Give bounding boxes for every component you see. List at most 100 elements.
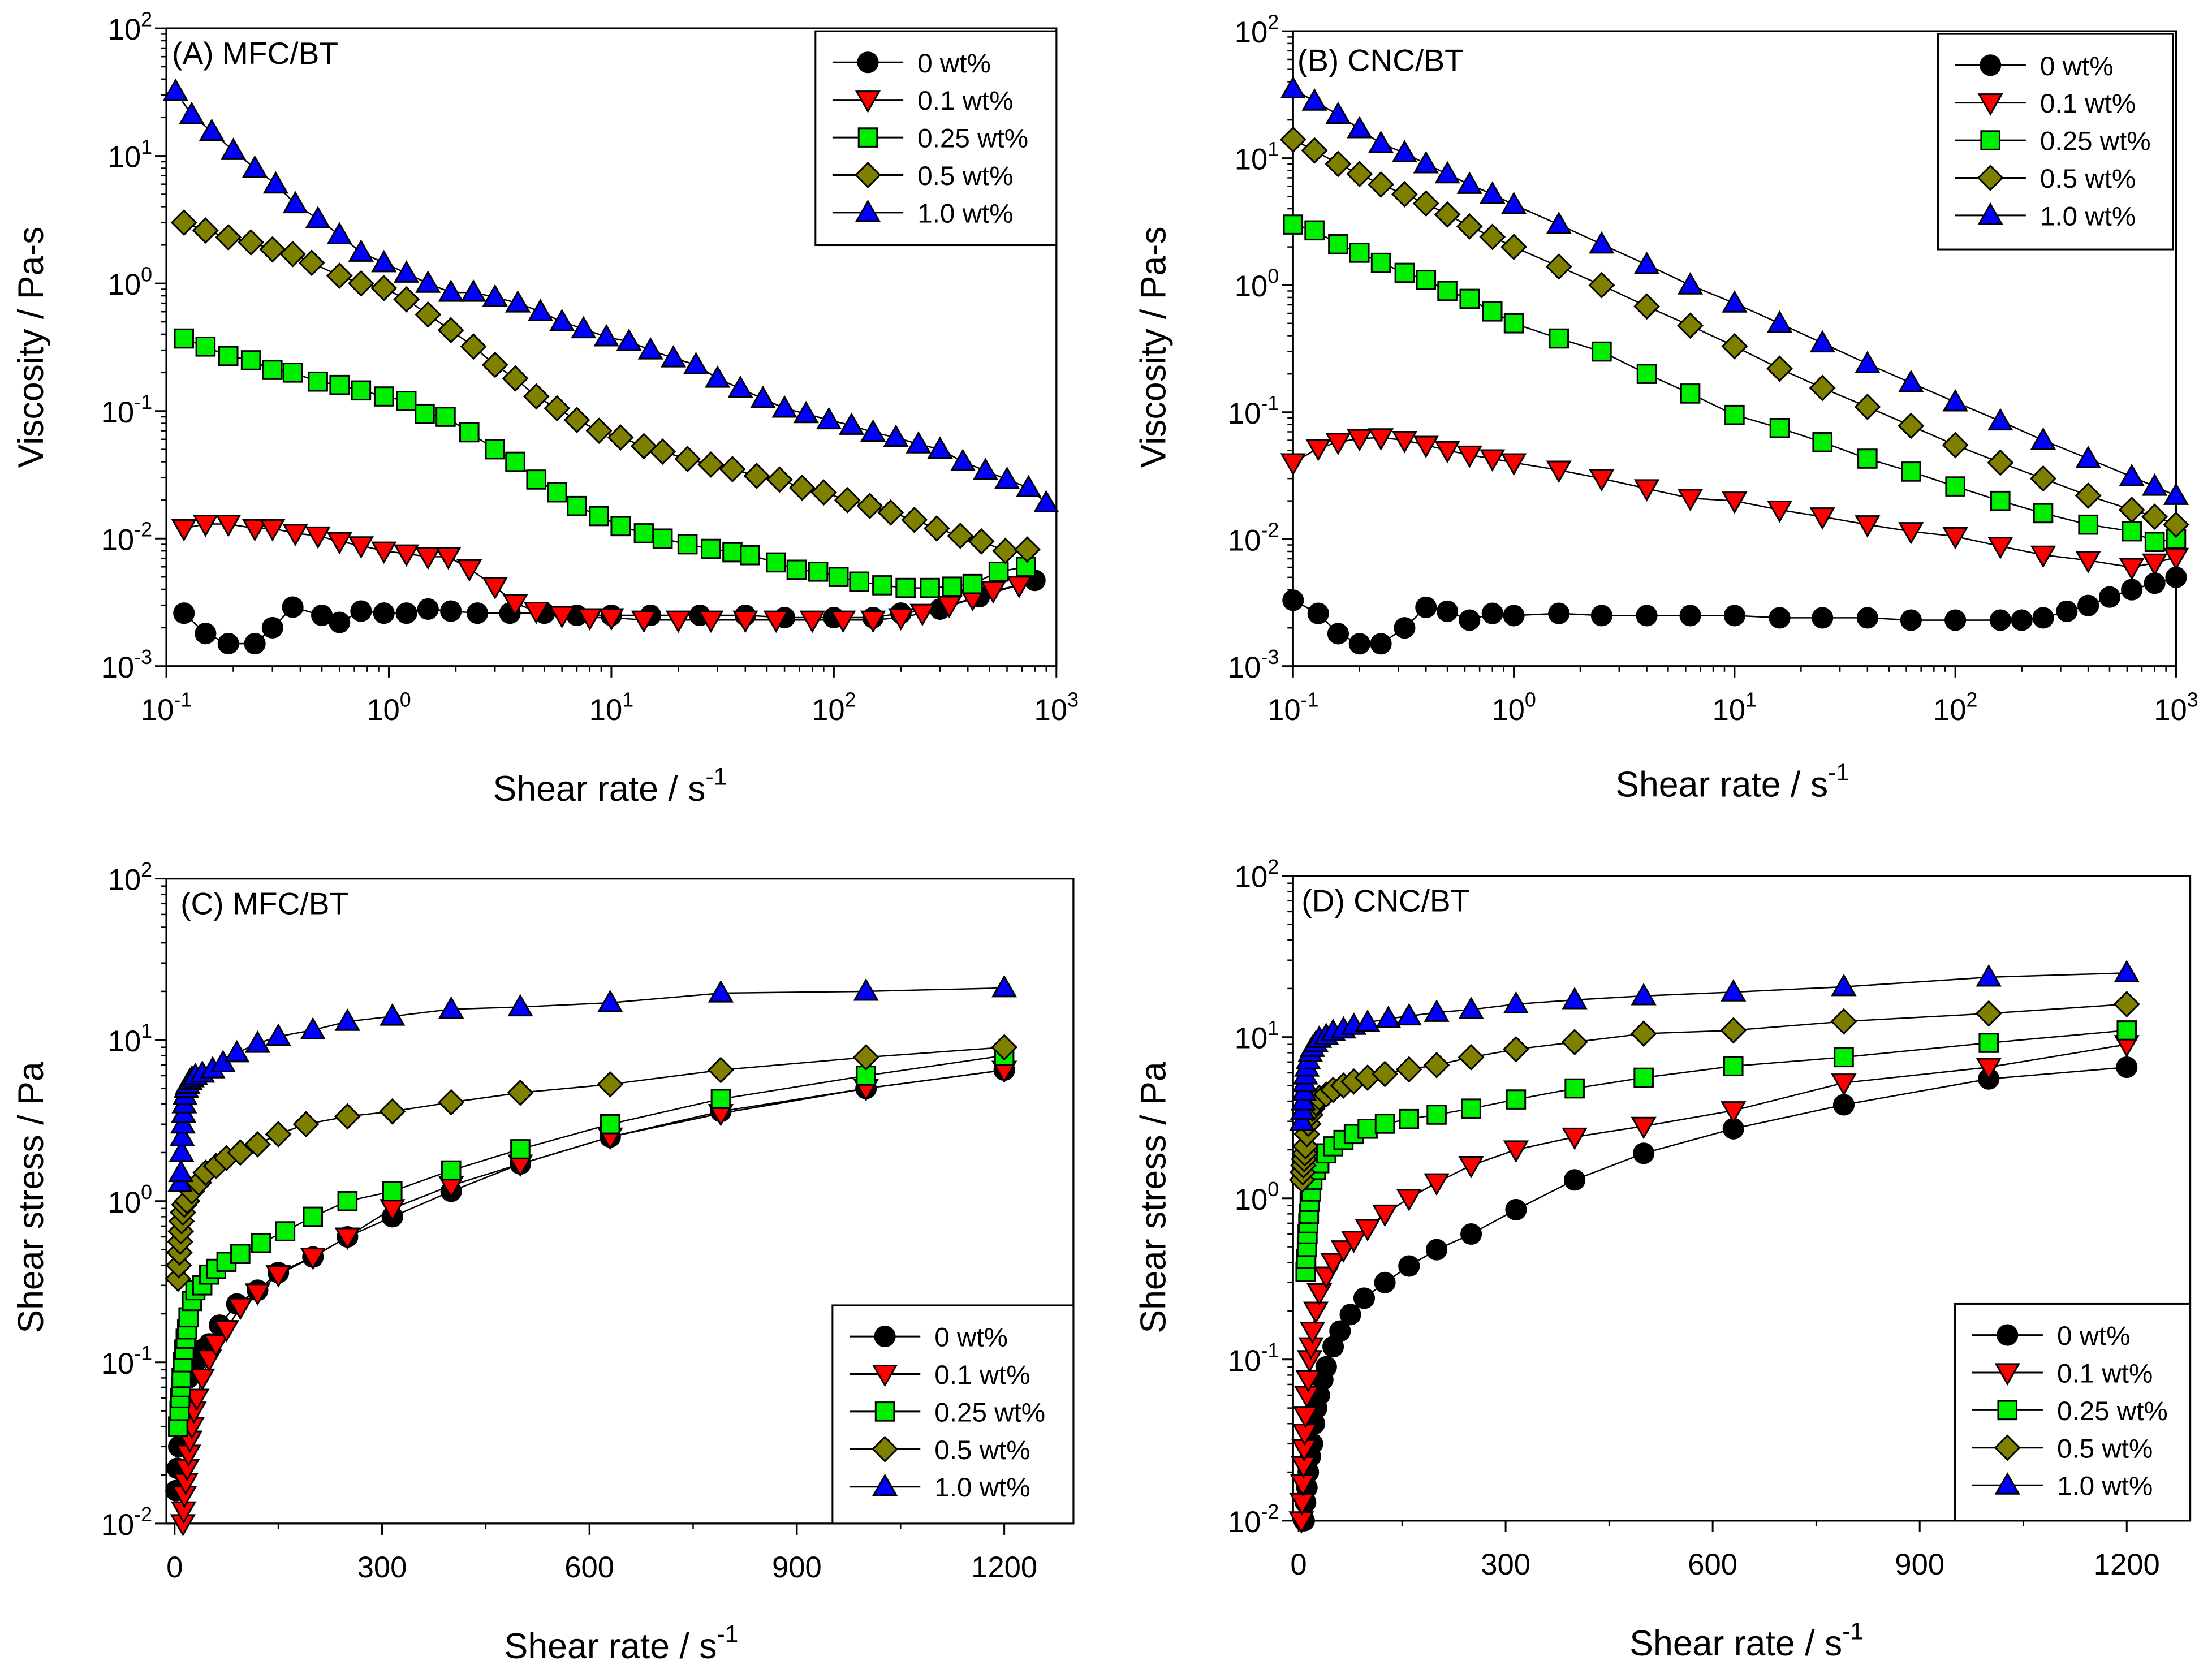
data-point (1900, 609, 1922, 631)
data-point (1033, 490, 1059, 512)
legend-label: 0 wt% (2057, 1321, 2131, 1351)
data-point (195, 336, 216, 357)
data-point (227, 1297, 253, 1321)
data-point (262, 360, 283, 380)
data-point (184, 1388, 210, 1412)
data-point (732, 610, 758, 633)
data-point (708, 1056, 734, 1084)
data-point (1500, 453, 1527, 476)
data-point (1461, 1098, 1481, 1119)
data-point (334, 1227, 360, 1250)
data-point (719, 456, 746, 482)
data-point (708, 980, 734, 1003)
data-point (415, 403, 435, 424)
data-point (459, 422, 480, 443)
data-point (1834, 1047, 1854, 1068)
data-point (920, 577, 940, 598)
data-point (705, 365, 731, 388)
y-tick-label: 10-2 (1228, 1500, 1279, 1539)
legend-label: 0.5 wt% (917, 161, 1013, 191)
data-point (282, 363, 303, 383)
data-point (649, 438, 676, 465)
data-point (1830, 1008, 1857, 1035)
chart-panel-d: 10-2 10-1 100 101 102 0 300 600 900 1200 Shear rat… (1134, 856, 2192, 1663)
data-point (437, 317, 464, 344)
x-tick-label: 102 (1933, 688, 1977, 727)
data-point (936, 596, 963, 619)
data-point (1766, 355, 1793, 382)
data-point (1722, 290, 1748, 313)
legend-label: 0.25 wt% (2057, 1396, 2168, 1426)
y-tick-label: 10-2 (101, 519, 152, 557)
data-point (2113, 991, 2140, 1017)
data-point (597, 1071, 624, 1098)
data-point (326, 222, 352, 244)
data-point (2118, 497, 2145, 523)
data-point (633, 523, 654, 543)
series-0-5-wt- (1288, 991, 2140, 1193)
data-point (467, 602, 489, 624)
x-axis-label: Shear rate / s-1 (493, 763, 727, 809)
y-tick-label: 10-2 (101, 1503, 152, 1542)
data-point (1506, 1089, 1527, 1110)
data-point (549, 606, 575, 629)
legend-marker (1994, 1434, 2021, 1461)
data-point (544, 395, 571, 422)
data-point (1458, 1156, 1484, 1179)
y-tick-label: 102 (1235, 856, 1279, 894)
data-point (828, 567, 849, 587)
data-point (1299, 1322, 1326, 1344)
data-point (697, 451, 725, 478)
data-point (238, 229, 265, 256)
data-point (631, 433, 657, 460)
data-point (1723, 605, 1745, 627)
data-point (351, 380, 372, 401)
data-point (224, 1039, 250, 1063)
data-point (435, 407, 456, 427)
data-point (300, 1017, 326, 1039)
data-point (1901, 461, 1921, 482)
series-0-25-wt- (1295, 1020, 2137, 1282)
data-point (1413, 435, 1439, 459)
data-point (968, 528, 995, 555)
data-point (674, 446, 701, 473)
data-point (771, 395, 797, 418)
series-line (183, 579, 1036, 645)
legend-marker (1977, 93, 2003, 116)
data-point (1341, 1231, 1367, 1253)
y-tick-label: 101 (108, 136, 152, 174)
legend-label: 0.1 wt% (917, 86, 1013, 116)
data-point (1437, 281, 1458, 301)
y-tick-label: 102 (108, 8, 152, 46)
data-point (1391, 430, 1418, 454)
y-axis-label: Shear stress / Pa (11, 1062, 51, 1334)
y-tick-label: 10-1 (1228, 1339, 1279, 1378)
data-point (1295, 1370, 1321, 1393)
data-point (1942, 389, 1968, 412)
data-point (810, 479, 837, 506)
data-point (2075, 551, 2101, 573)
data-point (991, 1034, 1018, 1061)
data-point (1854, 393, 1881, 420)
data-point (1898, 412, 1925, 439)
data-point (1590, 605, 1612, 627)
data-point (1413, 150, 1439, 174)
data-point (888, 608, 914, 631)
data-point (395, 602, 417, 624)
legend-marker (1997, 1324, 2019, 1346)
legend-marker (1980, 54, 2002, 76)
data-point (740, 545, 760, 566)
data-point (394, 544, 420, 567)
legend-label: 0.25 wt% (917, 124, 1028, 154)
data-point (415, 270, 441, 293)
data-point (438, 996, 464, 1019)
data-point (883, 424, 909, 447)
data-point (710, 1089, 731, 1109)
data-point (303, 1206, 324, 1227)
data-point (417, 598, 439, 620)
legend-marker (855, 199, 881, 222)
data-point (1589, 469, 1615, 492)
y-tick-label: 100 (108, 1181, 152, 1219)
data-point (1014, 536, 1041, 563)
legend: 0 wt% 0.1 wt% 0.25 wt% 0.5 wt% 1.0 wt% (814, 30, 1058, 247)
